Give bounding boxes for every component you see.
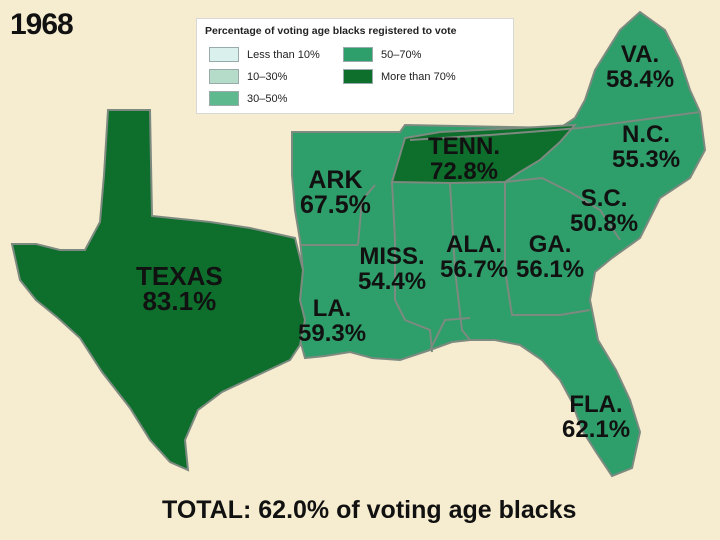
state-label-ark: ARK 67.5% [300,168,371,218]
state-label-texas: TEXAS 83.1% [136,261,223,316]
state-value: 58.4% [606,66,675,93]
legend-item-10-30: 10–30% [209,69,287,84]
state-value: 83.1% [142,286,217,316]
legend-label: 30–50% [247,92,288,105]
state-label-va: VA. 58.4% [606,42,674,92]
state-name: TEXAS [136,261,223,291]
state-label-ala: ALA. 56.7% [440,232,508,282]
legend-swatch [209,69,239,84]
legend-swatch [343,69,373,84]
state-label-sc: S.C. 50.8% [570,186,638,236]
state-name: LA. [312,295,352,322]
state-value: 50.8% [570,210,639,237]
state-name: TENN. [428,133,500,160]
year-title: 1968 [10,8,74,41]
state-name: VA. [620,41,660,68]
state-value: 62.1% [562,416,631,443]
state-label-miss: MISS. 54.4% [358,244,426,294]
legend-title: Percentage of voting age blacks register… [205,25,457,37]
state-name: ALA. [446,231,503,258]
legend-item-less-than-10: Less than 10% [209,47,320,62]
state-value: 72.8% [429,158,499,185]
legend-item-30-50: 30–50% [209,91,287,106]
legend: Percentage of voting age blacks register… [196,18,514,114]
state-label-tenn: TENN. 72.8% [428,134,500,184]
legend-label: More than 70% [381,70,456,83]
legend-swatch [209,47,239,62]
state-name: GA. [528,231,572,258]
state-label-nc: N.C. 55.3% [612,122,680,172]
state-value: 56.7% [440,256,509,283]
state-value: 54.4% [358,268,427,295]
state-label-la: LA. 59.3% [298,296,366,346]
state-value: 67.5% [300,191,371,219]
legend-swatch [343,47,373,62]
legend-label: Less than 10% [247,48,320,61]
state-name: N.C. [622,121,671,148]
state-value: 55.3% [612,146,681,173]
state-value: 56.1% [516,256,585,283]
legend-item-more-than-70: More than 70% [343,69,456,84]
state-name: FLA. [569,391,623,418]
total-caption: TOTAL: 62.0% of voting age blacks [162,496,577,524]
state-value: 59.3% [298,320,367,347]
state-borders [300,111,701,353]
texas-shape [10,109,307,472]
state-label-ga: GA. 56.1% [516,232,584,282]
legend-label: 50–70% [381,48,422,61]
southeast-states-shape [291,10,707,478]
state-name: MISS. [359,243,425,270]
state-name: S.C. [580,185,628,212]
legend-swatch [209,91,239,106]
state-label-fla: FLA. 62.1% [562,392,630,442]
legend-label: 10–30% [247,70,288,83]
state-name: ARK [308,166,363,194]
tennessee-shape [390,123,578,185]
legend-item-50-70: 50–70% [343,47,421,62]
